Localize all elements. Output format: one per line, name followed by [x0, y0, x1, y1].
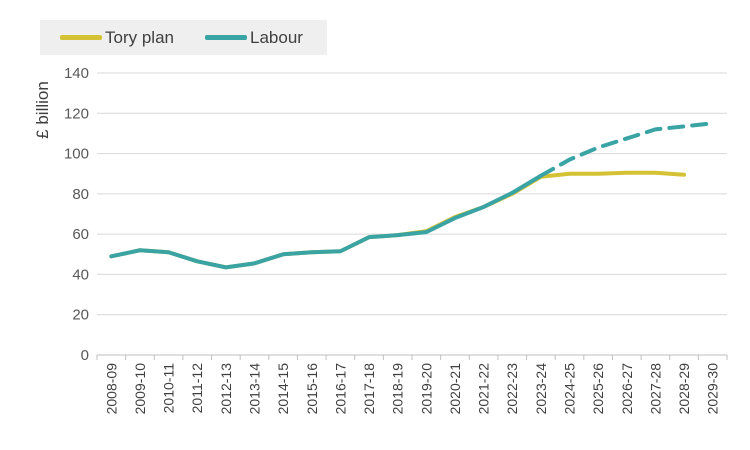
y-tick-label: 80 — [72, 186, 89, 203]
x-tick-label: 2028-29 — [676, 363, 692, 415]
legend-label-labour: Labour — [250, 27, 303, 47]
legend: Tory plan Labour — [40, 20, 327, 55]
x-tick-label: 2010-11 — [161, 363, 177, 414]
series-line-labour-projection — [538, 121, 715, 178]
x-tick-label: 2025-26 — [590, 363, 606, 415]
legend-swatch-labour — [205, 35, 247, 40]
x-tick-label: 2024-25 — [562, 363, 578, 415]
y-axis-label: £ billion — [33, 81, 52, 139]
legend-swatch-tory — [60, 35, 102, 40]
y-tick-label: 140 — [64, 65, 89, 82]
x-tick-label: 2013-14 — [247, 363, 263, 415]
x-tick-label: 2008-09 — [103, 363, 119, 415]
x-tick-label: 2027-28 — [647, 363, 663, 415]
x-tick-label: 2011-12 — [189, 363, 205, 414]
legend-label-tory: Tory plan — [105, 27, 174, 47]
x-tick-label: 2018-19 — [390, 363, 406, 415]
x-tick-label: 2026-27 — [619, 363, 635, 415]
y-axis-ticks: 0 20 40 60 80 100 120 140 — [64, 65, 89, 364]
x-tick-label: 2017-18 — [361, 363, 377, 415]
x-tick-label: 2009-10 — [132, 363, 148, 415]
legend-item-labour: Labour — [205, 20, 303, 55]
x-tick-label: 2012-13 — [218, 363, 234, 415]
x-tick-label: 2016-17 — [332, 363, 348, 415]
x-tick-label: 2020-21 — [447, 363, 463, 415]
series-line-labour — [109, 173, 543, 270]
y-tick-label: 20 — [72, 307, 89, 324]
series-line-tory-plan — [109, 170, 687, 270]
x-tick-label: 2021-22 — [476, 363, 492, 415]
y-tick-label: 100 — [64, 146, 89, 163]
y-tick-label: 0 — [81, 347, 89, 364]
y-tick-label: 40 — [72, 266, 89, 283]
x-tick-label: 2029-30 — [705, 363, 721, 415]
x-tick-label: 2019-20 — [418, 363, 434, 415]
x-axis-ticks: 2008-09 2009-10 2010-11 2011-12 2012-13 2013-… — [96, 355, 728, 415]
x-tick-label: 2015-16 — [304, 363, 320, 415]
series-lines — [109, 121, 715, 270]
y-tick-label: 60 — [72, 226, 89, 243]
legend-item-tory: Tory plan — [60, 20, 174, 55]
gridlines — [97, 72, 727, 356]
x-tick-label: 2023-24 — [533, 363, 549, 415]
x-tick-label: 2022-23 — [504, 363, 520, 415]
x-tick-label: 2014-15 — [275, 363, 291, 415]
y-tick-label: 120 — [64, 105, 89, 122]
